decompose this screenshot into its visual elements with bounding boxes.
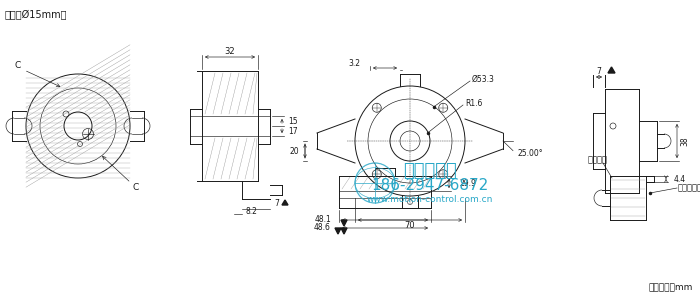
Text: 25.00°: 25.00°	[518, 148, 544, 158]
Text: Ø53.3: Ø53.3	[472, 74, 495, 83]
Text: 38: 38	[680, 136, 690, 146]
Text: 32: 32	[225, 47, 235, 57]
Text: （电缆插头）: （电缆插头）	[678, 184, 700, 193]
Text: 轴套（Ø15mm）: 轴套（Ø15mm）	[5, 10, 67, 20]
Text: 20: 20	[289, 147, 299, 156]
Text: 8.2: 8.2	[246, 207, 258, 217]
Bar	[203, 73, 257, 114]
Text: 15: 15	[288, 117, 298, 125]
Text: 3.2: 3.2	[348, 60, 360, 69]
Text: 4.4: 4.4	[674, 175, 686, 184]
Text: 尺寸单位：mm: 尺寸单位：mm	[649, 283, 693, 292]
Text: （插座）: （插座）	[588, 156, 608, 164]
Text: 48.1: 48.1	[314, 215, 331, 224]
Text: C: C	[133, 184, 139, 193]
Text: www.motion-control.com.cn: www.motion-control.com.cn	[367, 195, 494, 204]
Text: 7: 7	[596, 66, 601, 75]
Polygon shape	[341, 220, 347, 226]
Text: C: C	[15, 60, 21, 69]
Text: 7: 7	[274, 199, 279, 209]
Bar	[203, 139, 257, 180]
Circle shape	[63, 111, 93, 141]
Polygon shape	[335, 228, 341, 234]
Polygon shape	[608, 67, 615, 73]
Text: 186-2947-6872: 186-2947-6872	[372, 178, 489, 193]
Text: 17: 17	[288, 126, 298, 136]
Text: 西安德伍拓: 西安德伍拓	[403, 162, 457, 180]
Text: R1.6: R1.6	[465, 99, 482, 108]
Text: 48.6: 48.6	[314, 224, 331, 232]
Text: 29.9: 29.9	[459, 179, 476, 188]
Text: 70: 70	[405, 221, 415, 230]
Polygon shape	[341, 228, 347, 234]
Polygon shape	[282, 200, 288, 205]
